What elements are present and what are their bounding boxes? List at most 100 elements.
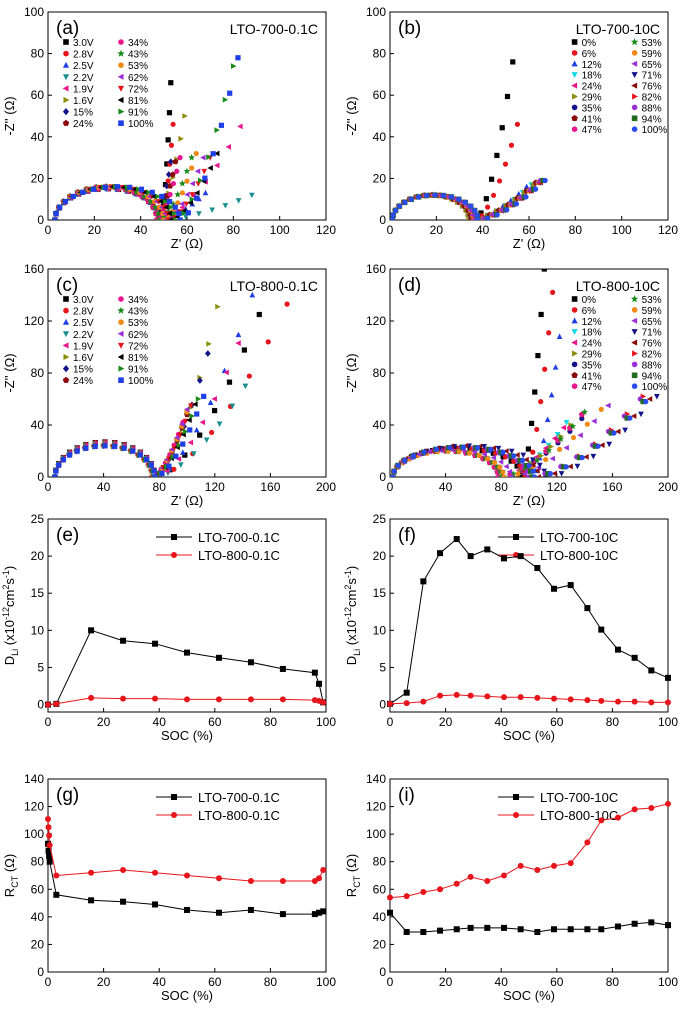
data-point xyxy=(547,471,554,477)
y-tick-label: 60 xyxy=(31,88,45,102)
legend-entry: 76% xyxy=(642,339,662,350)
data-point xyxy=(466,217,472,220)
data-point xyxy=(235,55,241,61)
legend-marker xyxy=(631,317,638,324)
data-point xyxy=(472,207,478,214)
data-point xyxy=(570,434,577,441)
data-point xyxy=(590,453,597,460)
legend-marker xyxy=(118,39,124,45)
x-tick-label: 80 xyxy=(264,975,278,989)
y-tick-label: 120 xyxy=(366,314,386,328)
data-point xyxy=(563,464,569,470)
data-point xyxy=(665,922,671,929)
data-point xyxy=(567,696,574,703)
data-point xyxy=(538,311,544,318)
x-axis-label: Z' (Ω) xyxy=(513,493,545,508)
data-point xyxy=(189,180,195,187)
data-point xyxy=(235,340,241,346)
data-point xyxy=(410,453,417,459)
data-point xyxy=(488,446,494,452)
data-point xyxy=(102,184,108,190)
data-point xyxy=(640,399,646,405)
panel-i: 0 20 40 60 80 100 0 20 40 60 80 100 120 140 SOC (%) RCT… xyxy=(344,772,678,1003)
y-tick-label: 40 xyxy=(31,418,45,432)
data-point xyxy=(478,210,484,216)
series-100% xyxy=(52,393,207,477)
series-100% xyxy=(52,55,241,220)
data-point xyxy=(215,909,222,916)
data-point xyxy=(46,842,53,849)
data-point xyxy=(171,210,178,217)
data-point xyxy=(163,204,169,211)
y-tick-label: 5 xyxy=(379,660,386,674)
data-point xyxy=(554,431,561,438)
data-point xyxy=(467,692,474,699)
data-point xyxy=(57,204,63,210)
legend-marker xyxy=(631,307,638,313)
data-point xyxy=(665,699,671,706)
data-point xyxy=(557,435,565,442)
plot-frame xyxy=(47,778,327,973)
data-point xyxy=(167,158,174,166)
data-point xyxy=(88,627,95,634)
data-point xyxy=(467,450,473,456)
data-point xyxy=(143,457,150,463)
legend-entry: 12% xyxy=(582,317,602,328)
y-tick-label: 25 xyxy=(31,512,45,526)
data-point xyxy=(92,443,98,449)
legend-marker xyxy=(63,353,70,361)
legend-marker xyxy=(118,120,124,126)
data-point xyxy=(53,872,60,879)
data-layer xyxy=(390,269,660,477)
y-tick-label: 20 xyxy=(373,937,387,951)
data-point xyxy=(135,186,142,193)
data-point xyxy=(433,446,440,452)
data-point xyxy=(184,649,190,656)
data-point xyxy=(513,201,520,207)
legend-marker xyxy=(117,306,125,314)
chart-title: LTO-700-0.1C xyxy=(230,21,318,37)
data-point xyxy=(74,448,80,454)
y-tick-label: 0 xyxy=(379,698,386,712)
series-LTO-800-0.1C xyxy=(45,815,327,885)
data-point xyxy=(544,416,551,422)
x-tick-label: 120 xyxy=(658,223,678,237)
x-tick-label: 120 xyxy=(547,480,567,494)
data-point xyxy=(638,411,644,418)
series-6% xyxy=(390,121,521,220)
data-point xyxy=(515,190,522,197)
legend-marker xyxy=(571,329,578,336)
data-point xyxy=(526,462,532,469)
panel-label: (b) xyxy=(398,18,421,39)
y-axis-label: -Z'' (Ω) xyxy=(2,353,17,392)
legend-entry: 2.2V xyxy=(73,73,94,84)
data-point xyxy=(177,155,183,161)
data-point xyxy=(227,90,233,96)
legend-marker xyxy=(117,49,125,57)
data-point xyxy=(504,207,510,213)
data-point xyxy=(494,152,500,159)
data-point xyxy=(179,449,186,455)
legend-marker xyxy=(632,93,638,100)
data-point xyxy=(631,806,638,813)
data-point xyxy=(579,415,585,422)
legend-marker xyxy=(117,353,124,361)
series-100% xyxy=(390,177,548,220)
data-point xyxy=(176,210,182,217)
data-point xyxy=(311,911,318,918)
legend-marker xyxy=(631,383,638,390)
chart-title: LTO-700-10C xyxy=(576,21,660,37)
legend-entry: 2.2V xyxy=(73,330,94,341)
data-point xyxy=(215,875,222,882)
data-point xyxy=(403,689,410,696)
y-tick-label: 15 xyxy=(373,586,387,600)
data-point xyxy=(149,189,155,195)
data-point xyxy=(214,127,220,134)
legend-entry: 41% xyxy=(582,114,602,125)
legend-entry: 53% xyxy=(128,318,148,329)
data-point xyxy=(56,462,62,468)
data-point xyxy=(614,698,621,705)
data-point xyxy=(548,443,554,450)
data-point xyxy=(542,366,548,372)
legend-entry: 71% xyxy=(642,328,662,339)
